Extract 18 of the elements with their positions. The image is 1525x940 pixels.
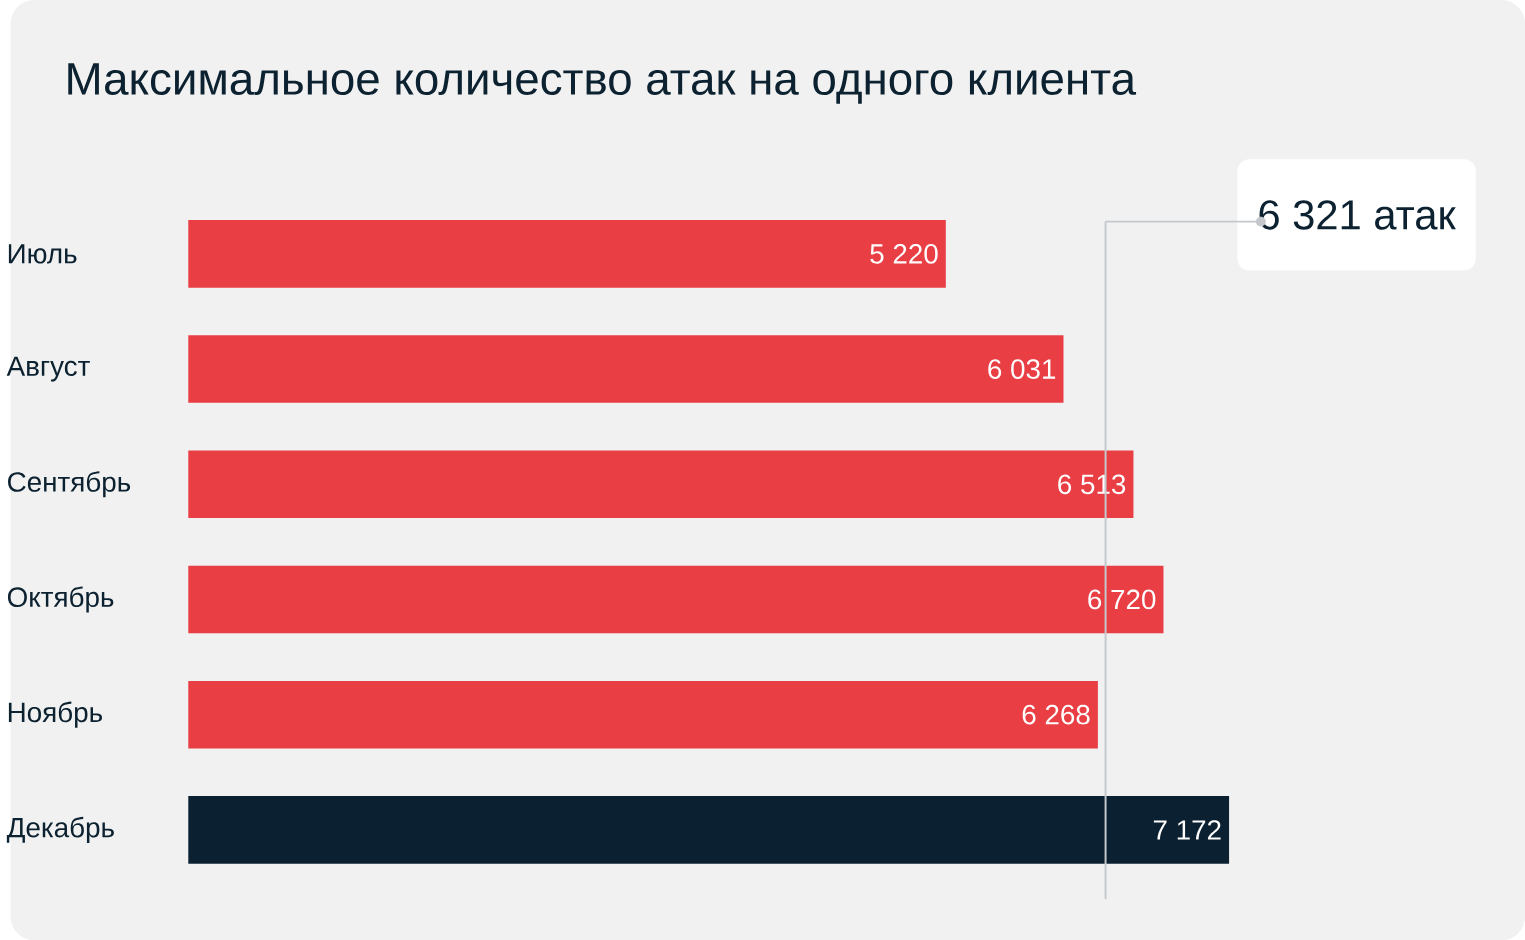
data-label: 7 172 bbox=[1153, 819, 1221, 840]
data-label: 6 268 bbox=[1022, 704, 1090, 725]
y-tick-label: Декабрь bbox=[6, 816, 114, 843]
y-tick-label: Август bbox=[6, 356, 90, 382]
y-tick-label: Сентябрь bbox=[8, 470, 131, 498]
bar bbox=[188, 565, 1164, 634]
bar bbox=[188, 450, 1134, 518]
data-label: 6 031 bbox=[988, 358, 1056, 379]
y-tick-label: Ноябрь bbox=[8, 701, 102, 728]
y-tick-label: Июль bbox=[8, 243, 77, 264]
y-tick-label: Октябрь bbox=[7, 586, 114, 613]
chart-title: Максимальное количество атак на одного клиента bbox=[68, 62, 1137, 104]
data-label: 6 720 bbox=[1088, 589, 1156, 610]
bar bbox=[188, 335, 1064, 403]
bar bbox=[188, 680, 1098, 749]
data-label: 5 220 bbox=[870, 243, 938, 264]
bar bbox=[188, 795, 1230, 864]
bar bbox=[188, 219, 946, 288]
